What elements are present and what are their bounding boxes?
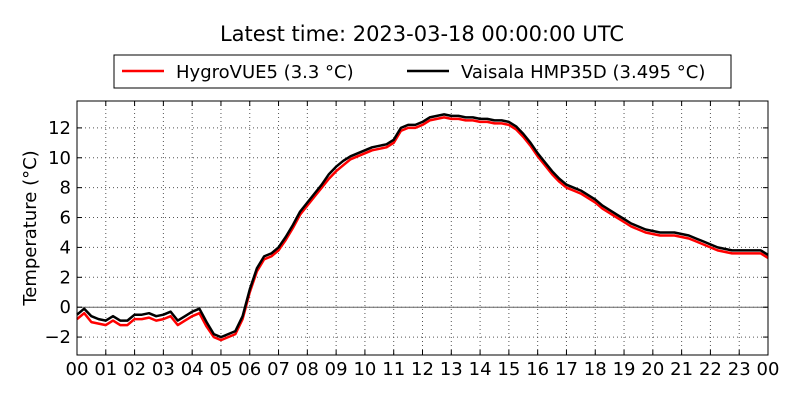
x-tick-label: 05 <box>210 359 233 380</box>
legend-label-2: Vaisala HMP35D (3.495 °C) <box>461 62 705 83</box>
x-tick-labels: 00 01 02 03 04 05 06 07 08 09 10 11 12 13 14 15 16 17 18 19… <box>66 359 780 380</box>
legend-label-1: HygroVUE5 (3.3 °C) <box>176 62 354 83</box>
x-tick-label: 20 <box>641 359 664 380</box>
x-tick-label: 21 <box>670 359 693 380</box>
x-tick-label: 19 <box>613 359 636 380</box>
x-tick-label: 22 <box>699 359 722 380</box>
x-tick-label: 17 <box>555 359 578 380</box>
y-tick-label: 2 <box>60 267 71 288</box>
y-tick-label: 0 <box>60 297 71 318</box>
y-tick-label: 12 <box>48 118 71 139</box>
y-tick-label: −2 <box>44 327 71 348</box>
x-tick-label: 18 <box>584 359 607 380</box>
x-tick-label: 00 <box>66 359 89 380</box>
x-tick-label: 04 <box>181 359 204 380</box>
x-tick-label: 13 <box>440 359 463 380</box>
y-tick-label: 8 <box>60 178 71 199</box>
y-axis-label: Temperature (°C) <box>20 150 41 306</box>
x-tick-label: 16 <box>526 359 549 380</box>
x-tick-label: 06 <box>238 359 261 380</box>
axis-ticks <box>76 101 769 355</box>
x-tick-label: 07 <box>267 359 290 380</box>
y-tick-label: 4 <box>60 237 71 258</box>
x-tick-label: 14 <box>469 359 492 380</box>
legend: HygroVUE5 (3.3 °C) Vaisala HMP35D (3.495 … <box>113 54 732 89</box>
x-tick-label: 15 <box>497 359 520 380</box>
x-tick-label: 11 <box>382 359 405 380</box>
y-tick-labels: −2 0 2 4 6 8 10 12 <box>44 118 71 348</box>
x-tick-label: 02 <box>123 359 146 380</box>
chart-title: Latest time: 2023-03-18 00:00:00 UTC <box>220 22 624 46</box>
x-tick-label: 23 <box>728 359 751 380</box>
grid <box>77 101 768 355</box>
x-tick-label: 01 <box>94 359 117 380</box>
x-tick-label: 10 <box>353 359 376 380</box>
plot-frame <box>76 100 769 356</box>
series-layer <box>76 113 769 342</box>
x-tick-label: 00 <box>757 359 780 380</box>
x-tick-label: 12 <box>411 359 434 380</box>
y-tick-label: 10 <box>48 148 71 169</box>
series-line-2 <box>76 113 769 339</box>
x-tick-label: 03 <box>152 359 175 380</box>
x-tick-label: 09 <box>325 359 348 380</box>
y-tick-label: 6 <box>60 208 71 229</box>
series-line-1 <box>76 116 769 342</box>
x-tick-label: 08 <box>296 359 319 380</box>
